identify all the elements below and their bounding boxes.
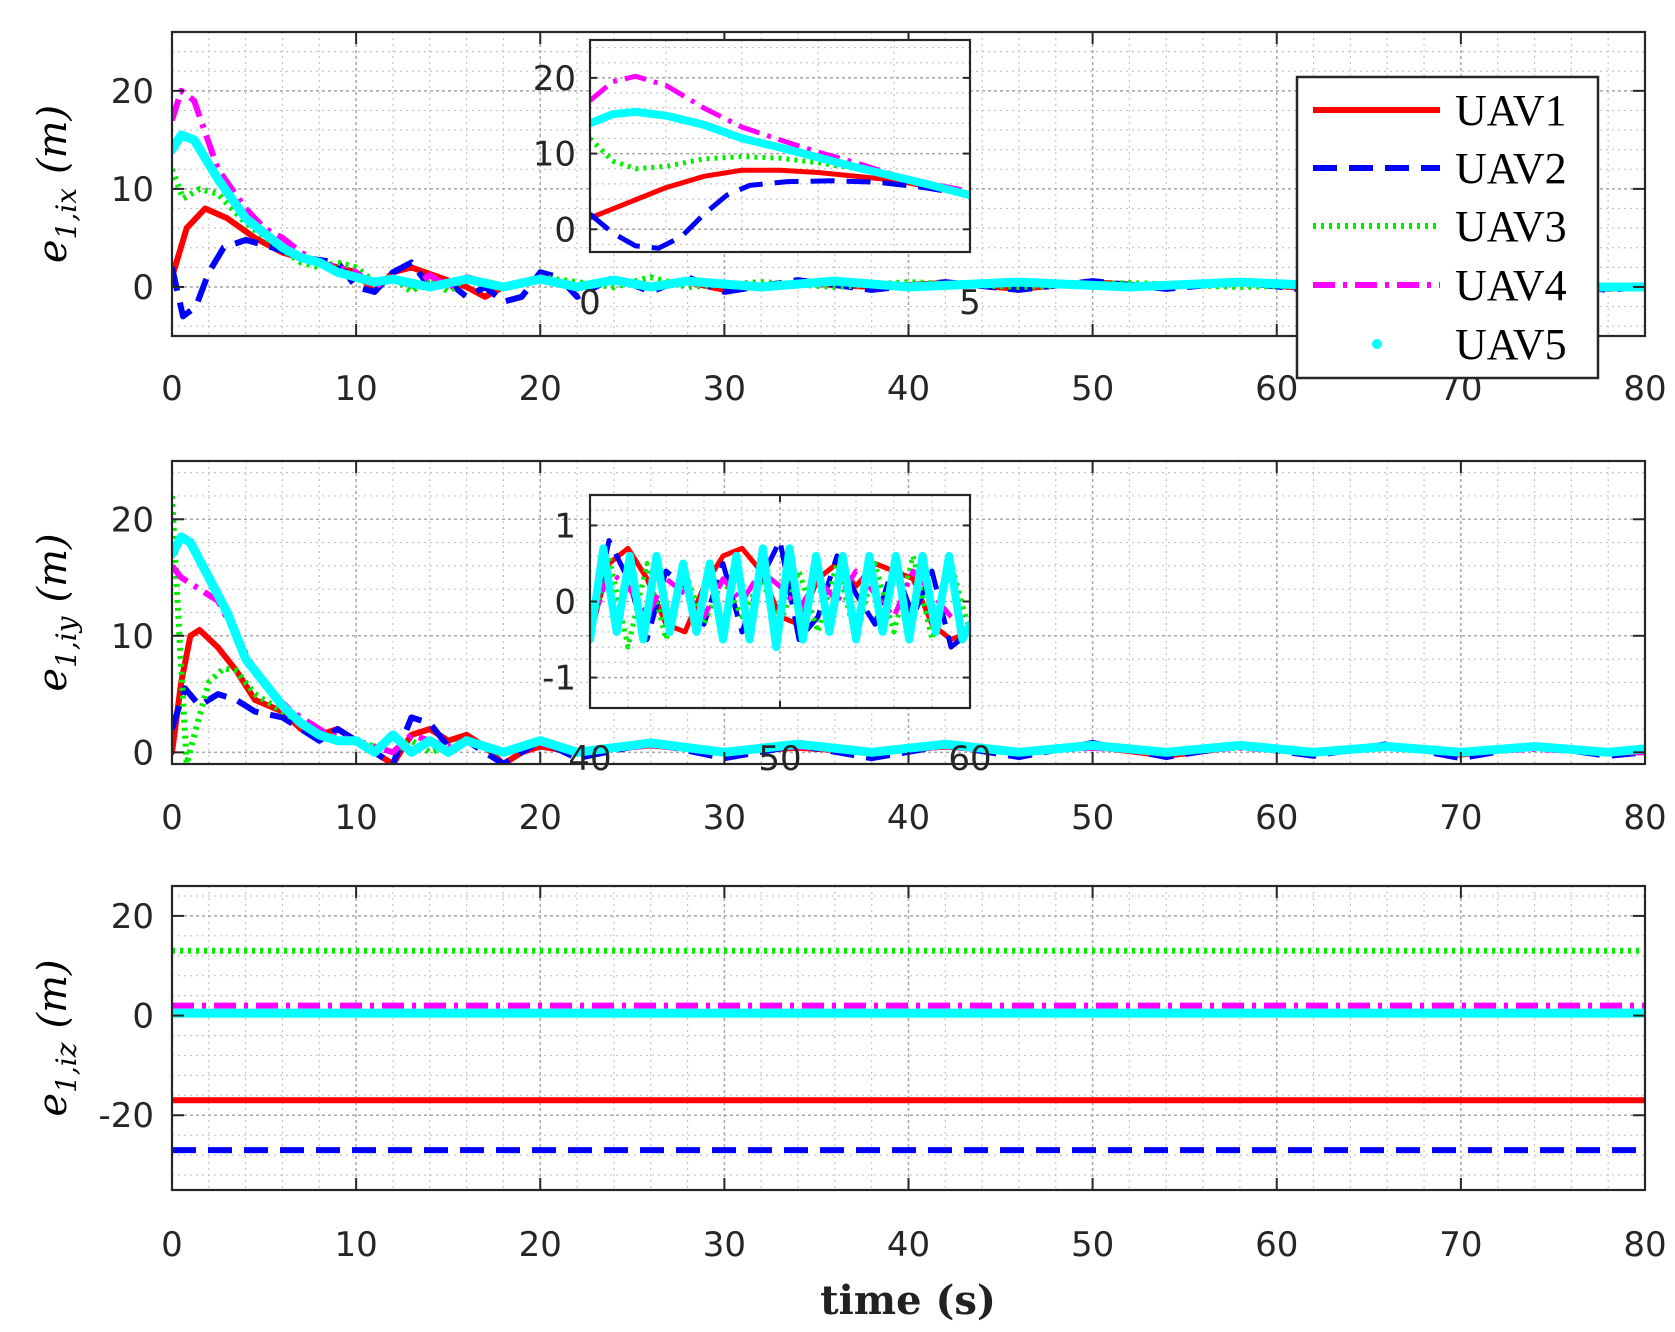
y-axis-label: e1,ix(m) [30, 105, 83, 263]
series-group [172, 495, 1645, 764]
series-line-uav5 [172, 532, 1645, 757]
y-tick-label: 0 [132, 733, 154, 773]
panel-3: 0 10 20 30 40 50 60 70 80 -20 0 20 e1,iz(m) [30, 884, 1667, 1265]
y-axis-label: e1,iy(m) [30, 533, 83, 691]
y-axis-label: e1,iz(m) [30, 959, 83, 1116]
x-tick-label: 10 [334, 369, 377, 409]
inset-y-tick-label: 20 [533, 59, 576, 99]
legend-label-uav5: UAV5 [1455, 320, 1567, 369]
inset-x-tick-label: 50 [758, 739, 801, 779]
y-tick-label: 20 [111, 500, 154, 540]
x-tick-label: 10 [334, 798, 377, 838]
y-tick-label: 10 [111, 170, 154, 210]
y-tick-label: 0 [132, 268, 154, 308]
x-tick-label: 80 [1623, 1225, 1666, 1265]
x-tick-label: 70 [1439, 798, 1482, 838]
series-group [172, 87, 1645, 320]
x-tick-label: 60 [1255, 798, 1298, 838]
series-line-uav5 [172, 130, 1645, 292]
series-line-uav4 [590, 568, 970, 634]
inset-x-tick-label: 60 [948, 739, 991, 779]
x-tick-label: 50 [1071, 1225, 1114, 1265]
series-group [590, 73, 970, 251]
x-tick-label: 20 [519, 798, 562, 838]
x-tick-label: 60 [1255, 369, 1298, 409]
inset-y-tick-label: 10 [533, 135, 576, 175]
x-tick-label: 40 [887, 1225, 930, 1265]
y-tick-label: 10 [111, 617, 154, 657]
x-tick-label: 40 [887, 369, 930, 409]
y-tick-label: 20 [111, 897, 154, 937]
x-tick-label: 10 [334, 1225, 377, 1265]
inset-y-tick-label: 0 [554, 583, 576, 623]
legend-label-uav4: UAV4 [1455, 261, 1567, 310]
x-tick-label: 0 [161, 1225, 183, 1265]
x-tick-label: 40 [887, 798, 930, 838]
x-tick-label: 70 [1439, 1225, 1482, 1265]
grid [171, 886, 1646, 1190]
series-group [172, 947, 1645, 1154]
x-tick-label: 0 [161, 798, 183, 838]
x-axis-label: time (s) [820, 1277, 996, 1324]
x-tick-label: 80 [1623, 798, 1666, 838]
inset-1: 0 5 0 10 20 [533, 38, 981, 323]
series-line-uav3 [172, 495, 1645, 764]
inset-y-tick-label: 1 [554, 506, 576, 546]
x-tick-label: 60 [1255, 1225, 1298, 1265]
x-tick-label: 50 [1071, 369, 1114, 409]
x-tick-label: 20 [519, 369, 562, 409]
x-tick-label: 0 [161, 369, 183, 409]
series-line-uav2 [590, 178, 970, 251]
legend-label-uav2: UAV2 [1455, 144, 1567, 193]
y-tick-label: 0 [132, 997, 154, 1037]
inset-y-tick-label: -1 [542, 659, 576, 699]
inset-y-tick-label: 0 [554, 210, 576, 250]
axes-box [588, 38, 972, 254]
legend-label-uav3: UAV3 [1455, 202, 1567, 251]
x-tick-label: 20 [519, 1225, 562, 1265]
legend-label-uav1: UAV1 [1455, 86, 1567, 135]
y-tick-label: -20 [98, 1096, 154, 1136]
inset-x-tick-label: 40 [568, 739, 611, 779]
x-tick-label: 50 [1071, 798, 1114, 838]
y-tick-label: 20 [111, 72, 154, 112]
series-line-uav5 [590, 544, 970, 652]
series-line-uav5 [590, 107, 970, 200]
x-tick-label: 30 [703, 1225, 746, 1265]
inset-x-tick-label: 5 [959, 283, 981, 323]
legend: UAV1 UAV2 UAV3 UAV4 UAV5 [1295, 75, 1600, 380]
x-tick-label: 30 [703, 369, 746, 409]
legend-marker-uav5 [1372, 339, 1382, 349]
inset-2: 40 50 60 -1 0 1 [542, 493, 992, 779]
x-tick-label: 30 [703, 798, 746, 838]
x-tick-label: 80 [1623, 369, 1666, 409]
series-group [590, 538, 970, 652]
inset-x-tick-label: 0 [579, 283, 601, 323]
